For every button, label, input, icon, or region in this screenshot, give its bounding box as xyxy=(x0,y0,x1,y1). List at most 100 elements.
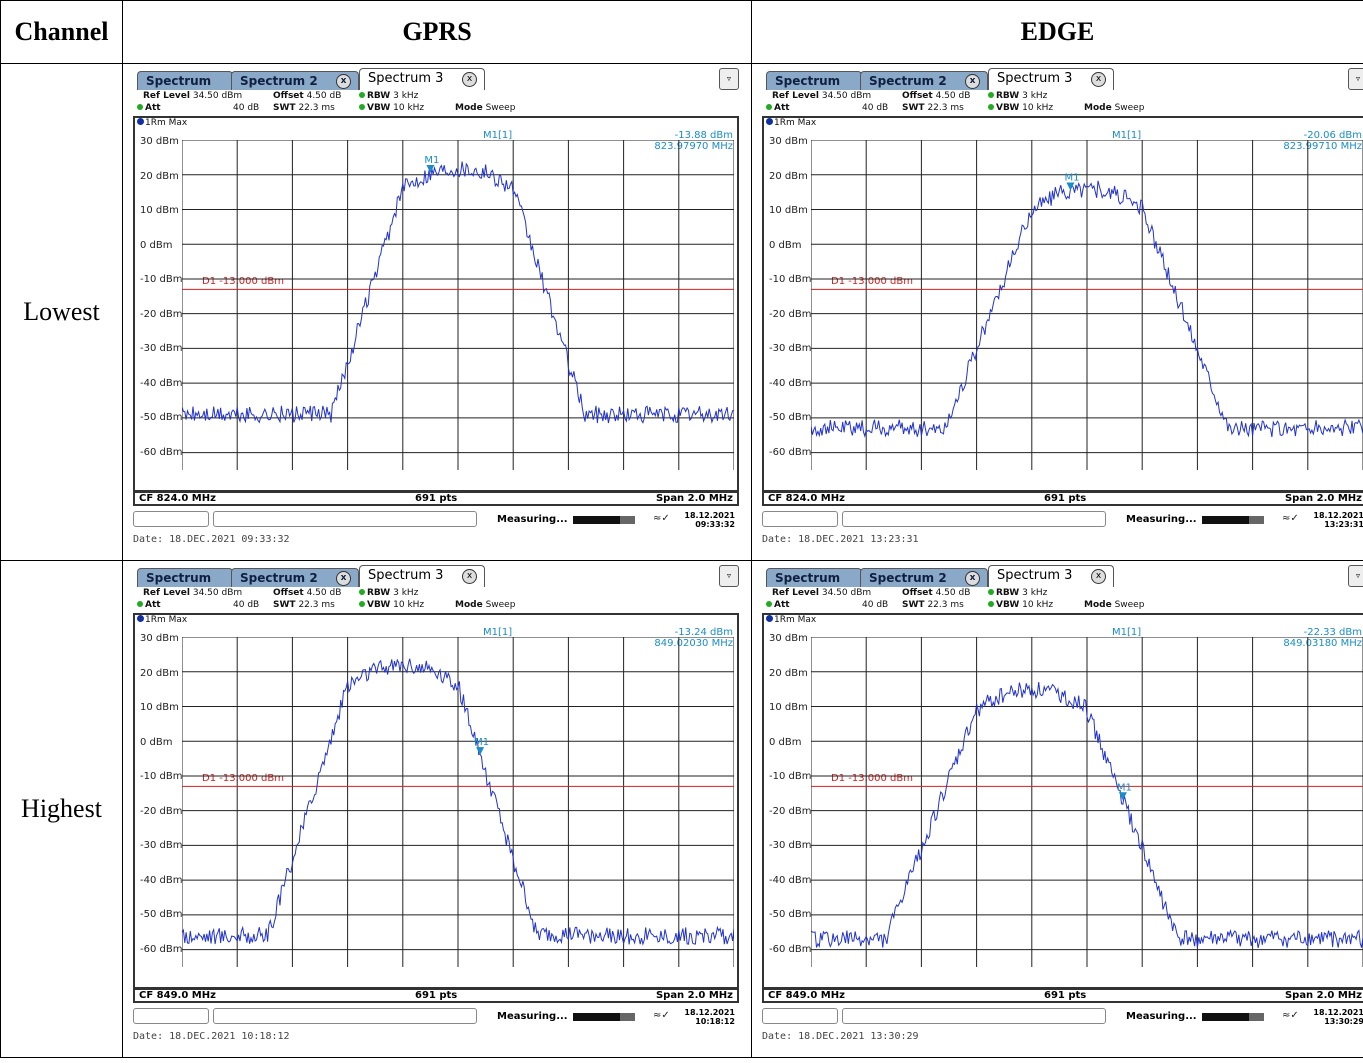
swt-label: SWT xyxy=(902,103,925,113)
spectrum-display: 1Rm Max 30 dBm 20 dBm 10 dBm 0 dBm -10 dBm -2… xyxy=(133,613,739,989)
tab-spectrum-3[interactable]: Spectrum 3 x xyxy=(359,565,485,587)
tab-spectrum[interactable]: Spectrum xyxy=(137,71,233,90)
close-icon[interactable]: x xyxy=(965,571,980,586)
marker-frequency: 849.02030 MHz xyxy=(654,638,733,649)
rbw-value: 3 kHz xyxy=(1022,588,1048,598)
instrument-settings: Ref Level 34.50 dBm Offset 4.50 dB RBW 3… xyxy=(137,88,737,116)
marker-icon[interactable] xyxy=(426,165,435,173)
y-tick-label: -30 dBm xyxy=(769,343,812,354)
spectrum-plot: M1 xyxy=(811,140,1363,470)
y-tick-label: 10 dBm xyxy=(769,205,808,216)
y-tick-label: -10 dBm xyxy=(769,771,812,782)
close-icon[interactable]: x xyxy=(336,74,351,89)
status-dot-icon xyxy=(359,104,365,110)
status-dot-icon xyxy=(137,104,143,110)
status-bar: Measuring... ≈✓ 18.12.2021 13:23:31 xyxy=(762,507,1363,529)
marker-level: -13.24 dBm xyxy=(674,627,733,638)
tab-spectrum-2[interactable]: Spectrum 2 x xyxy=(231,568,359,587)
axis-footer: CF 849.0 MHz 691 pts Span 2.0 MHz xyxy=(133,989,739,1003)
status-field xyxy=(133,1008,209,1024)
menu-toggle-icon[interactable]: ▿ xyxy=(719,565,739,587)
tab-spectrum[interactable]: Spectrum xyxy=(766,568,862,587)
cell-edge-highest: Spectrum Spectrum 2 x Spectrum 3 x ▿ Ref… xyxy=(751,560,1363,1058)
status-dot-icon xyxy=(988,92,994,98)
signal-icon: ≈✓ xyxy=(653,1010,670,1021)
header-row: Channel GPRS EDGE xyxy=(0,0,1363,64)
span: Span 2.0 MHz xyxy=(1284,990,1362,1001)
tab-label: Spectrum 2 xyxy=(240,74,318,88)
rbw-label: RBW xyxy=(367,588,391,598)
offset-value: 4.50 dB xyxy=(306,91,342,101)
tab-spectrum-3[interactable]: Spectrum 3 x xyxy=(988,565,1114,587)
marker-readout: -13.88 dBm 823.97970 MHz xyxy=(654,130,733,152)
close-icon[interactable]: x xyxy=(462,72,477,87)
tab-spectrum[interactable]: Spectrum xyxy=(137,568,233,587)
tab-spectrum-2[interactable]: Spectrum 2 x xyxy=(860,71,988,90)
att-value: 40 dB xyxy=(233,600,260,610)
rbw-label: RBW xyxy=(996,588,1020,598)
tab-label: Spectrum 2 xyxy=(240,571,318,585)
measuring-status: Measuring... xyxy=(1126,514,1197,525)
tab-label: Spectrum 3 xyxy=(368,568,444,583)
swt-label: SWT xyxy=(273,600,296,610)
axis-footer: CF 824.0 MHz 691 pts Span 2.0 MHz xyxy=(133,492,739,506)
status-field xyxy=(762,511,838,527)
menu-toggle-icon[interactable]: ▿ xyxy=(1348,68,1363,90)
tab-spectrum-2[interactable]: Spectrum 2 x xyxy=(860,568,988,587)
y-tick-label: 30 dBm xyxy=(769,633,808,644)
status-field xyxy=(213,1008,477,1024)
y-tick-label: -50 dBm xyxy=(769,412,812,423)
tab-spectrum-2[interactable]: Spectrum 2 x xyxy=(231,71,359,90)
status-dot-icon xyxy=(359,92,365,98)
swt-value: 22.3 ms xyxy=(298,600,335,610)
measuring-status: Measuring... xyxy=(497,1011,568,1022)
y-tick-label: 0 dBm xyxy=(769,239,802,251)
trace-indicator-icon xyxy=(137,615,144,622)
close-icon[interactable]: x xyxy=(965,74,980,89)
center-frequency: CF 849.0 MHz xyxy=(139,990,216,1001)
tab-spectrum-3[interactable]: Spectrum 3 x xyxy=(359,68,485,90)
spectrum-trace xyxy=(182,658,734,946)
ref-level-value: 34.50 dBm xyxy=(821,588,872,598)
marker-readout: -22.33 dBm 849.03180 MHz xyxy=(1283,627,1362,649)
menu-toggle-icon[interactable]: ▿ xyxy=(719,68,739,90)
tab-label: Spectrum 3 xyxy=(997,71,1073,86)
y-tick-label: -20 dBm xyxy=(769,805,812,817)
rbw-value: 3 kHz xyxy=(393,588,419,598)
vbw-value: 10 kHz xyxy=(1022,103,1054,113)
ref-level-value: 34.50 dBm xyxy=(192,588,243,598)
tab-spectrum-3[interactable]: Spectrum 3 x xyxy=(988,68,1114,90)
y-tick-label: 20 dBm xyxy=(769,170,808,182)
trace-indicator-icon xyxy=(766,615,773,622)
offset-value: 4.50 dB xyxy=(306,588,342,598)
y-tick-label: 0 dBm xyxy=(140,239,173,251)
vbw-label: VBW xyxy=(367,600,391,610)
y-tick-label: -20 dBm xyxy=(140,805,183,817)
status-bar: Measuring... ≈✓ 18.12.2021 13:30:29 xyxy=(762,1004,1363,1026)
tab-spectrum[interactable]: Spectrum xyxy=(766,71,862,90)
row-label-lowest: Lowest xyxy=(0,63,123,561)
status-dot-icon xyxy=(988,601,994,607)
marker-icon[interactable] xyxy=(476,747,485,756)
close-icon[interactable]: x xyxy=(1091,72,1106,87)
marker-label: M1 xyxy=(1064,173,1079,184)
mode-label: Mode xyxy=(1084,103,1112,113)
marker-label: M1 xyxy=(424,155,439,166)
y-tick-label: -30 dBm xyxy=(140,840,183,851)
marker-icon[interactable] xyxy=(1118,792,1127,801)
tab-label: Spectrum xyxy=(775,571,841,585)
instrument-settings: Ref Level 34.50 dBm Offset 4.50 dB RBW 3… xyxy=(766,88,1363,116)
marker-icon[interactable] xyxy=(1066,182,1075,191)
spectrum-plot: M1 xyxy=(182,637,734,967)
close-icon[interactable]: x xyxy=(336,571,351,586)
span: Span 2.0 MHz xyxy=(1284,493,1362,504)
signal-icon: ≈✓ xyxy=(1282,1010,1299,1021)
att-label: Att xyxy=(145,600,161,610)
signal-icon: ≈✓ xyxy=(653,513,670,524)
close-icon[interactable]: x xyxy=(462,569,477,584)
tab-bar: Spectrum Spectrum 2 x Spectrum 3 x ▿ xyxy=(762,565,1363,587)
close-icon[interactable]: x xyxy=(1091,569,1106,584)
menu-toggle-icon[interactable]: ▿ xyxy=(1348,565,1363,587)
status-field xyxy=(213,511,477,527)
tab-bar: Spectrum Spectrum 2 x Spectrum 3 x ▿ xyxy=(133,68,741,90)
